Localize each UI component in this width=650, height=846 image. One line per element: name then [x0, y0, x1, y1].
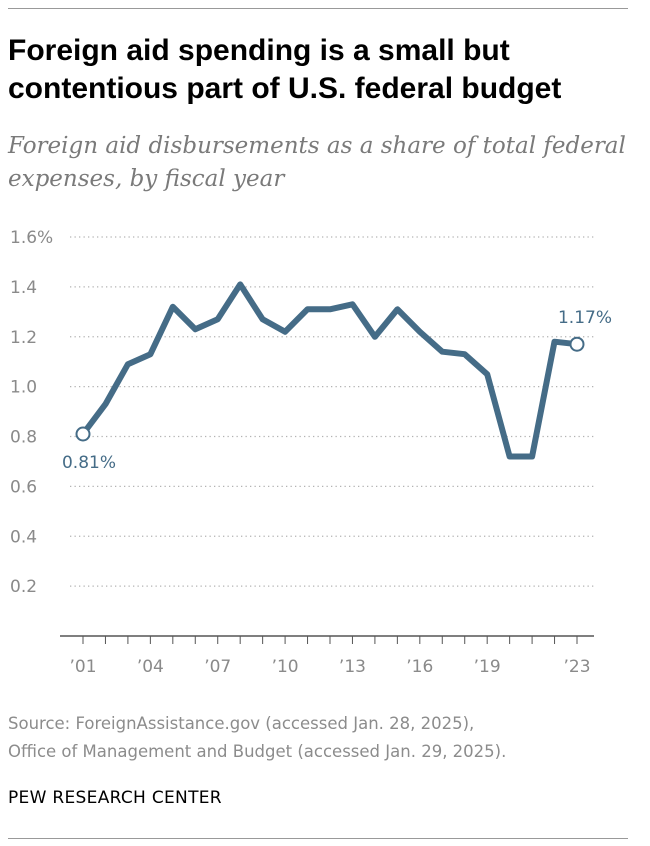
- source-line-2: Office of Management and Budget (accesse…: [8, 742, 507, 761]
- x-tick-label: ’13: [339, 657, 366, 677]
- y-axis-tick-labels: 1.6% 1.4 1.2 1.0 0.8 0.6 0.4 0.2: [10, 228, 53, 597]
- endpoint-markers: [75, 336, 585, 442]
- line-chart: 1.6% 1.4 1.2 1.0 0.8 0.6 0.4 0.2 ’01 ’04 ’07 ’10 ’1…: [10, 228, 612, 677]
- x-tick-label: ’07: [204, 657, 231, 677]
- source-line-1: Source: ForeignAssistance.gov (accessed …: [8, 714, 475, 733]
- x-tick-label: ’10: [272, 657, 299, 677]
- x-tick-label: ’16: [406, 657, 433, 677]
- source-note: Source: ForeignAssistance.gov (accessed …: [8, 710, 638, 766]
- data-labels: 0.81% 1.17%: [62, 308, 612, 473]
- data-label: 1.17%: [558, 308, 612, 328]
- x-tick-label: ’23: [563, 657, 590, 677]
- x-tick-label: ’04: [137, 657, 164, 677]
- y-tick-label: 1.6%: [10, 228, 53, 248]
- brand-footer: PEW RESEARCH CENTER: [8, 788, 222, 808]
- y-tick-label: 1.2: [10, 328, 37, 348]
- y-tick-label: 0.2: [10, 577, 37, 597]
- x-tick-label: ’19: [474, 657, 501, 677]
- top-rule: [8, 8, 628, 9]
- endpoint-marker: [75, 426, 91, 442]
- bottom-rule: [8, 838, 628, 839]
- y-tick-label: 0.8: [10, 428, 37, 448]
- y-tick-label: 1.4: [10, 278, 37, 298]
- x-axis-tick-labels: ’01 ’04 ’07 ’10 ’13 ’16 ’19 ’23: [69, 657, 590, 677]
- x-axis-ticks: [82, 636, 578, 644]
- y-tick-label: 0.4: [10, 527, 37, 547]
- data-label: 0.81%: [62, 453, 116, 473]
- series-line: [80, 281, 580, 460]
- x-tick-label: ’01: [69, 657, 96, 677]
- chart-subtitle: Foreign aid disbursements as a share of …: [8, 133, 626, 192]
- gridlines: [70, 236, 594, 587]
- chart-title: Foreign aid spending is a small but cont…: [8, 34, 562, 105]
- y-tick-label: 0.6: [10, 477, 37, 497]
- y-tick-label: 1.0: [10, 378, 37, 398]
- endpoint-marker: [569, 336, 585, 352]
